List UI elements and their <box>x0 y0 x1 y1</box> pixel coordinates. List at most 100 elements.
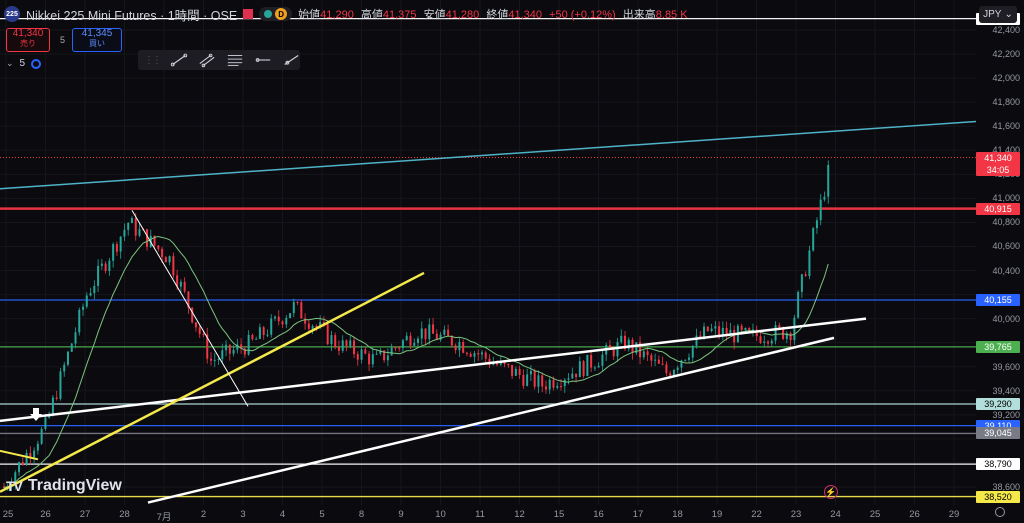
candle-body <box>548 379 551 390</box>
price-tick-label: 38,600 <box>992 481 1020 492</box>
candle-body <box>800 274 803 292</box>
candle-body <box>413 342 416 346</box>
candle-body <box>277 316 280 322</box>
candle-body <box>115 244 118 252</box>
candle-body <box>624 335 626 349</box>
price-badge: 39,290 <box>976 398 1020 410</box>
time-axis[interactable]: 25 26 27 28 7月 2 3 4 5 8 9 10 11 12 15 16 17 18 19 22 23 24 25… <box>0 505 976 523</box>
candle-body <box>744 328 747 331</box>
price-tick-label: 41,400 <box>992 145 1020 156</box>
price-tick-label: 40,400 <box>992 265 1020 276</box>
candle-body <box>255 338 258 340</box>
candle-body <box>782 327 785 339</box>
candle-body <box>544 386 547 390</box>
price-tick-label: 40,800 <box>992 217 1020 228</box>
candle-body <box>710 328 713 331</box>
time-tick-label: 28 <box>119 509 130 520</box>
candle-body <box>383 350 386 361</box>
currency-button[interactable]: JPY ⌄ <box>979 6 1017 23</box>
channel-tool-icon[interactable] <box>198 52 216 68</box>
candle-body <box>127 223 130 230</box>
candle-body <box>300 302 303 319</box>
candle-body <box>439 334 442 340</box>
candle-body <box>221 350 224 360</box>
buy-button[interactable]: 41,345 買い <box>72 28 122 52</box>
chevron-down-icon[interactable]: ⌄ <box>6 58 14 68</box>
candle-body <box>672 370 675 376</box>
chart-area[interactable] <box>0 0 976 505</box>
candle-body <box>767 341 770 344</box>
candle-body <box>755 329 758 337</box>
candle-body <box>349 340 352 346</box>
candle-body <box>390 347 393 356</box>
candle-body <box>687 357 690 360</box>
candle-body <box>420 328 423 339</box>
candle-body <box>582 361 585 376</box>
moving-average-line <box>3 235 829 488</box>
indicator-toggle[interactable]: ⌄ 5 <box>6 58 42 69</box>
time-tick-label: 3 <box>240 509 246 520</box>
time-tick-label: 5 <box>319 509 325 520</box>
candle-body <box>63 364 66 372</box>
change-value: +50 (+0.12%) <box>549 9 616 21</box>
candle-body <box>292 301 295 314</box>
price-tick-label: 42,400 <box>992 25 1020 36</box>
down-arrow-icon <box>30 408 42 421</box>
candle-body <box>59 371 62 399</box>
candle-body <box>194 322 197 328</box>
candle-body <box>97 265 100 286</box>
candle-body <box>680 360 683 368</box>
chart-settings-gear-icon[interactable] <box>995 507 1005 517</box>
candle-body <box>401 340 404 348</box>
fib-tool-icon[interactable] <box>226 52 244 68</box>
candle-body <box>627 339 630 349</box>
candle-body <box>575 373 578 378</box>
price-chart[interactable] <box>0 0 976 505</box>
tradingview-logo: TV TradingView <box>6 477 122 495</box>
trend-line-tool-icon[interactable] <box>170 52 188 68</box>
symbol-header: 225 Nikkei 225 Mini Futures · 1時間 · OSE … <box>4 4 692 24</box>
candle-body <box>183 281 186 292</box>
sell-button[interactable]: 41,340 売り <box>6 28 50 52</box>
candle-body <box>428 324 431 340</box>
candle-body <box>164 257 167 263</box>
candle-body <box>307 323 310 329</box>
time-tick-label: 29 <box>948 509 960 520</box>
candle-body <box>236 344 239 350</box>
candle-body <box>123 229 126 237</box>
candle-body <box>774 325 777 341</box>
lightning-event-icon[interactable]: ⚡ <box>824 485 838 499</box>
ray-tool-icon[interactable] <box>282 52 300 68</box>
indicator-settings-icon[interactable] <box>31 58 42 69</box>
candle-body <box>706 326 709 331</box>
candle-body <box>104 263 107 271</box>
candle-body <box>597 365 600 368</box>
symbol-title[interactable]: Nikkei 225 Mini Futures · 1時間 · OSE <box>26 8 238 23</box>
candle-body <box>785 333 788 339</box>
drag-handle-icon[interactable]: ⋮⋮ <box>144 54 162 66</box>
candle-body <box>601 354 604 366</box>
candle-body <box>289 313 292 318</box>
candle-body <box>21 462 24 465</box>
candle-body <box>228 344 231 354</box>
candle-body <box>793 317 796 341</box>
candle-body <box>311 325 314 329</box>
flag-icon[interactable] <box>243 9 254 19</box>
time-tick-label: 24 <box>830 509 841 520</box>
symbol-logo-icon[interactable]: 225 <box>4 6 20 22</box>
candle-body <box>100 263 103 266</box>
candle-body <box>526 374 529 386</box>
candle-body <box>729 329 732 336</box>
white-trend-line-lower <box>147 336 835 504</box>
candle-body <box>146 229 149 247</box>
horizontal-ray-tool-icon[interactable] <box>254 52 272 68</box>
price-badge: 40,915 <box>976 202 1020 215</box>
candle-body <box>714 326 717 329</box>
candle-body <box>409 335 412 346</box>
candle-body <box>345 340 348 346</box>
candle-body <box>417 338 419 343</box>
market-status-pill[interactable]: D <box>259 7 293 21</box>
time-tick-label: 11 <box>475 509 485 520</box>
candle-body <box>770 340 773 344</box>
price-axis[interactable]: 42,40042,20042,00041,80041,60041,40041,2… <box>976 0 1024 505</box>
